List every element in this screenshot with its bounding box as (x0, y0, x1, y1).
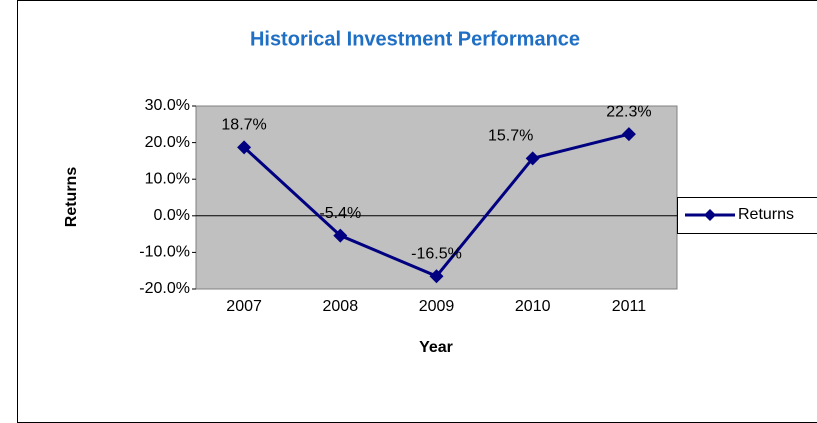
data-label: 22.3% (606, 103, 651, 120)
plot-area (195, 105, 678, 290)
y-axis-label: Returns (63, 167, 80, 228)
x-tick-label: 2007 (226, 298, 262, 315)
y-tick-label: 10.0% (145, 170, 190, 187)
y-tick-label: -10.0% (139, 244, 190, 261)
y-tick-label: 20.0% (145, 134, 190, 151)
data-label: -5.4% (319, 205, 361, 222)
data-point (429, 269, 444, 284)
x-axis-label: Year (419, 339, 453, 356)
x-tick-label: 2008 (323, 298, 359, 315)
x-tick-label: 2009 (419, 298, 455, 315)
data-label: -16.5% (411, 245, 462, 262)
legend-marker (704, 209, 716, 221)
data-point (333, 228, 348, 243)
legend: Returns (677, 197, 817, 234)
data-label: 18.7% (221, 117, 266, 134)
data-point (525, 151, 540, 166)
legend-label: Returns (738, 206, 794, 223)
y-tick-label: -20.0% (139, 280, 190, 297)
y-tick-label: 30.0% (145, 97, 190, 114)
x-tick-label: 2011 (612, 298, 647, 315)
chart-title: Historical Investment Performance (250, 28, 580, 50)
data-point (621, 127, 636, 142)
x-tick-label: 2010 (515, 298, 551, 315)
data-label: 15.7% (488, 128, 533, 145)
data-point (237, 140, 252, 155)
y-tick-label: 0.0% (154, 207, 190, 224)
